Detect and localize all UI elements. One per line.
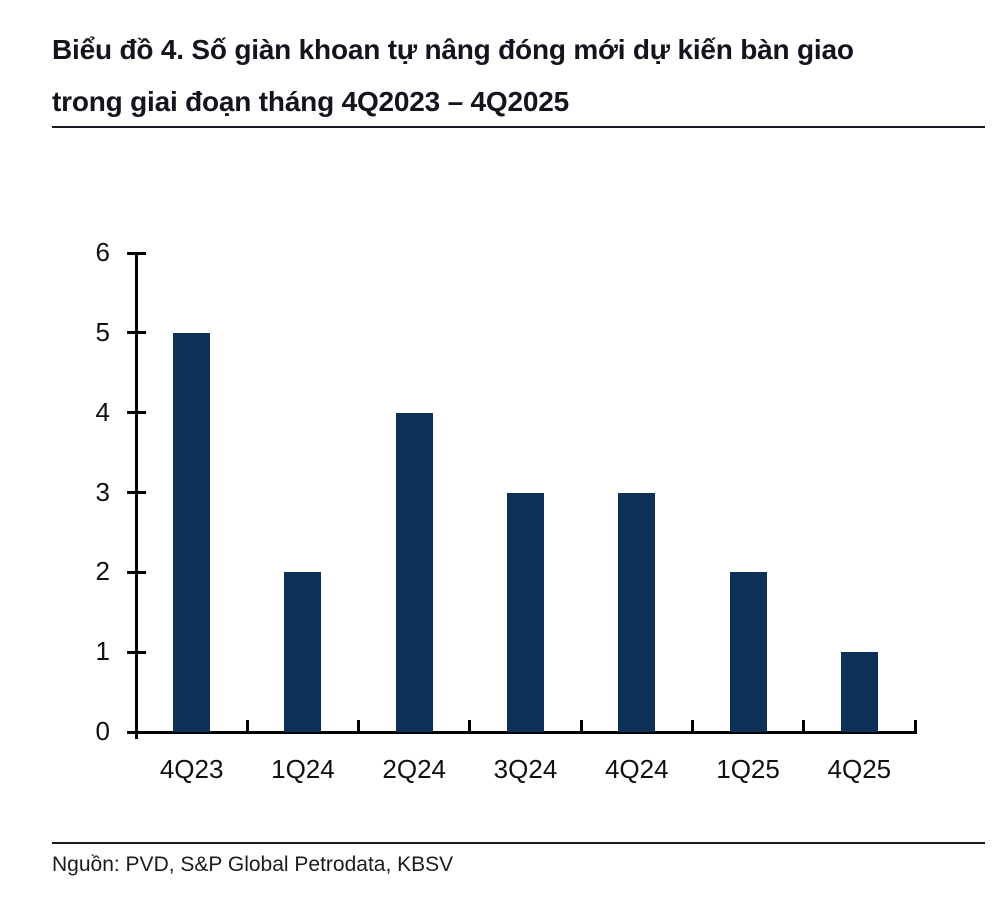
y-axis-tick <box>126 411 146 415</box>
y-axis-line <box>134 251 138 739</box>
x-axis-tick-label: 4Q23 <box>159 754 224 784</box>
y-axis-tick-label: 6 <box>95 236 110 267</box>
chart-title-line-2: trong giai đoạn tháng 4Q2023 – 4Q2025 <box>52 86 569 117</box>
footer-divider <box>52 842 985 844</box>
bar-1Q24 <box>284 572 322 732</box>
y-axis-tick-label: 5 <box>95 316 110 347</box>
y-axis-tick-label: 0 <box>95 715 110 746</box>
y-axis-tick-label: 3 <box>95 476 110 507</box>
bar-4Q25 <box>840 652 878 732</box>
x-axis-tick-label: 3Q24 <box>493 754 558 784</box>
y-axis-tick <box>126 730 146 734</box>
bar-1Q25 <box>729 572 767 732</box>
y-axis-tick <box>126 650 146 654</box>
bar-4Q24 <box>618 492 656 732</box>
bar-4Q23 <box>173 332 211 732</box>
chart-title-line-1: Biểu đồ 4. Số giàn khoan tự nâng đóng mớ… <box>52 34 854 65</box>
x-axis-tick-label: 1Q25 <box>716 754 780 784</box>
x-axis-line <box>134 730 917 734</box>
x-axis-tick <box>468 720 472 732</box>
y-axis-tick-label: 1 <box>95 636 110 667</box>
x-axis-tick <box>245 720 249 732</box>
bar-3Q24 <box>507 492 544 732</box>
y-axis-tick <box>126 491 146 494</box>
y-axis-tick <box>126 331 146 335</box>
y-axis-tick <box>126 251 146 255</box>
x-axis-tick <box>913 720 917 732</box>
y-axis-tick-label: 2 <box>95 556 110 587</box>
bar-2Q24 <box>395 412 433 732</box>
x-axis-tick-label: 4Q24 <box>604 754 669 784</box>
x-axis-tick <box>579 720 583 732</box>
x-axis-tick <box>357 720 361 732</box>
chart-title: Biểu đồ 4. Số giàn khoan tự nâng đóng mớ… <box>52 24 982 128</box>
x-axis-tick <box>690 720 694 732</box>
source-note: Nguồn: PVD, S&P Global Petrodata, KBSV <box>52 853 454 876</box>
x-axis-tick-label: 1Q24 <box>271 754 335 784</box>
title-divider <box>52 126 985 128</box>
y-axis-tick <box>126 570 146 574</box>
x-axis-tick-label: 2Q24 <box>382 754 446 784</box>
y-axis-tick-label: 4 <box>95 396 110 427</box>
x-axis-tick <box>802 720 806 732</box>
plot-area: 0 1 2 3 4 5 6 4Q23 1Q24 2Q24 3Q24 4Q24 1Q25 4Q25 <box>96 237 917 784</box>
x-axis-tick-label: 4Q25 <box>827 754 892 784</box>
